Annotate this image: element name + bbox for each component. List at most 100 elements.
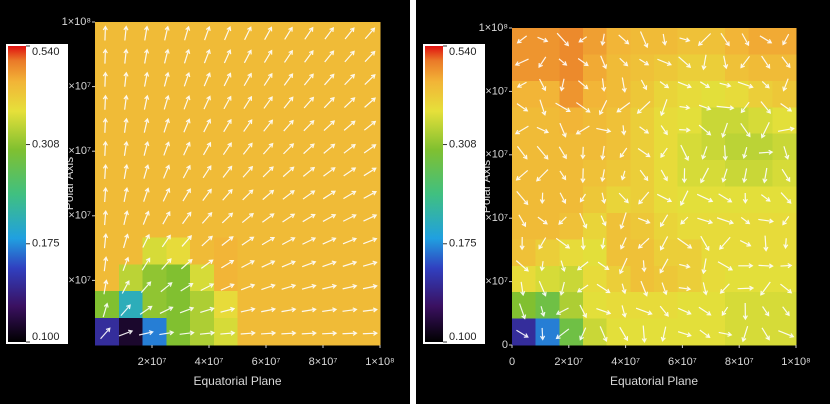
colorbar-tick-label: 0.100 [32, 331, 60, 343]
vector-arrow [596, 127, 612, 134]
vector-arrow [180, 282, 194, 292]
heatmap-cell [332, 291, 357, 319]
vector-arrow [143, 140, 150, 156]
heatmap-cell [356, 183, 381, 212]
vector-arrow [761, 55, 771, 69]
vector-arrow [179, 306, 195, 314]
vector-arrow [555, 328, 570, 340]
vector-arrow [221, 236, 234, 246]
vector-arrow [639, 58, 650, 66]
vector-arrow [322, 307, 338, 313]
heatmap-cell [583, 292, 608, 320]
x-tick-label: 8×10⁷ [725, 356, 754, 368]
vector-arrow [200, 259, 214, 269]
vector-arrow [262, 189, 275, 201]
vector-arrow [619, 326, 629, 342]
y-tick-label: 4×10⁷ [62, 210, 91, 222]
vector-arrow [737, 285, 755, 291]
vector-arrow [742, 192, 748, 204]
vector-arrow [659, 305, 669, 317]
vector-arrow [222, 165, 233, 178]
vector-arrow [641, 260, 647, 273]
heatmap-cell [166, 156, 191, 185]
colorbar-tick-label: 0.308 [449, 138, 477, 150]
heatmap-cell [261, 75, 286, 104]
vector-arrow [344, 27, 355, 40]
vector-arrow [180, 258, 193, 270]
vector-arrow [679, 263, 691, 269]
vector-arrow [241, 260, 255, 269]
vector-arrow [204, 25, 211, 41]
vector-arrow [619, 212, 627, 230]
vector-arrow [139, 305, 153, 315]
heatmap-cell [213, 102, 239, 131]
vector-arrow [780, 263, 793, 269]
vector-arrow [183, 95, 191, 110]
heatmap-cell [677, 292, 702, 320]
heatmap-cell [166, 48, 191, 77]
vector-arrow [639, 169, 649, 182]
vector-arrow [344, 50, 355, 63]
vector-arrow [324, 73, 335, 86]
vector-arrow [637, 237, 650, 249]
heatmap-cell [512, 54, 537, 82]
heatmap-cell [725, 239, 750, 267]
heatmap-cell [95, 183, 120, 212]
vector-arrow [516, 35, 528, 44]
heatmap-cell [630, 292, 655, 320]
heatmap-cell [237, 210, 262, 238]
vector-arrow [201, 235, 213, 247]
vector-arrow [780, 192, 792, 204]
vector-arrow [600, 215, 607, 227]
vector-arrow [741, 326, 749, 343]
x-tick-label: 4×10⁷ [195, 356, 224, 368]
vector-arrow [342, 214, 357, 222]
vector-arrow [579, 327, 587, 341]
heatmap-cell [118, 129, 144, 158]
vector-arrow [343, 190, 357, 200]
vector-arrow [680, 216, 689, 225]
vector-arrow [301, 283, 317, 290]
vector-arrow [720, 32, 730, 47]
vector-arrow [120, 304, 131, 317]
heatmap-cell [285, 48, 310, 77]
vector-arrow [696, 193, 714, 203]
vector-arrow [302, 190, 316, 200]
vector-arrow [102, 140, 108, 156]
vector-arrow [322, 330, 338, 336]
vector-arrow [261, 307, 277, 313]
vector-arrow [742, 303, 748, 321]
vector-arrow [579, 304, 587, 319]
vector-arrow [782, 216, 790, 226]
vector-arrow [242, 189, 254, 201]
heatmap-cell [332, 22, 357, 50]
vector-arrow [780, 283, 793, 294]
vector-arrow [123, 71, 129, 87]
vector-arrow [220, 283, 235, 291]
heatmap-cell [356, 48, 381, 77]
heatmap-cell [356, 129, 381, 158]
vector-arrow [123, 210, 129, 226]
vector-arrow [102, 48, 108, 64]
heatmap-cell [654, 54, 679, 82]
heatmap-cell [677, 186, 702, 214]
vector-arrow [660, 125, 668, 136]
heatmap-cell [654, 133, 679, 161]
vector-arrow [741, 33, 750, 47]
vector-arrow [516, 190, 529, 206]
vector-arrow [701, 258, 707, 275]
heatmap-cell [213, 156, 239, 185]
heatmap-cell [213, 48, 239, 77]
vector-arrow [343, 97, 356, 109]
vector-arrow [659, 258, 669, 274]
vector-arrow [660, 214, 669, 228]
heatmap-cell [356, 318, 381, 346]
vector-arrow [618, 34, 630, 45]
heatmap-cell [190, 318, 215, 346]
vector-arrow [536, 145, 549, 160]
heatmap-cell [606, 318, 631, 346]
vector-arrow [324, 50, 335, 63]
vector-arrow [739, 239, 752, 247]
vector-arrow [760, 101, 771, 114]
vector-arrow [782, 33, 790, 46]
